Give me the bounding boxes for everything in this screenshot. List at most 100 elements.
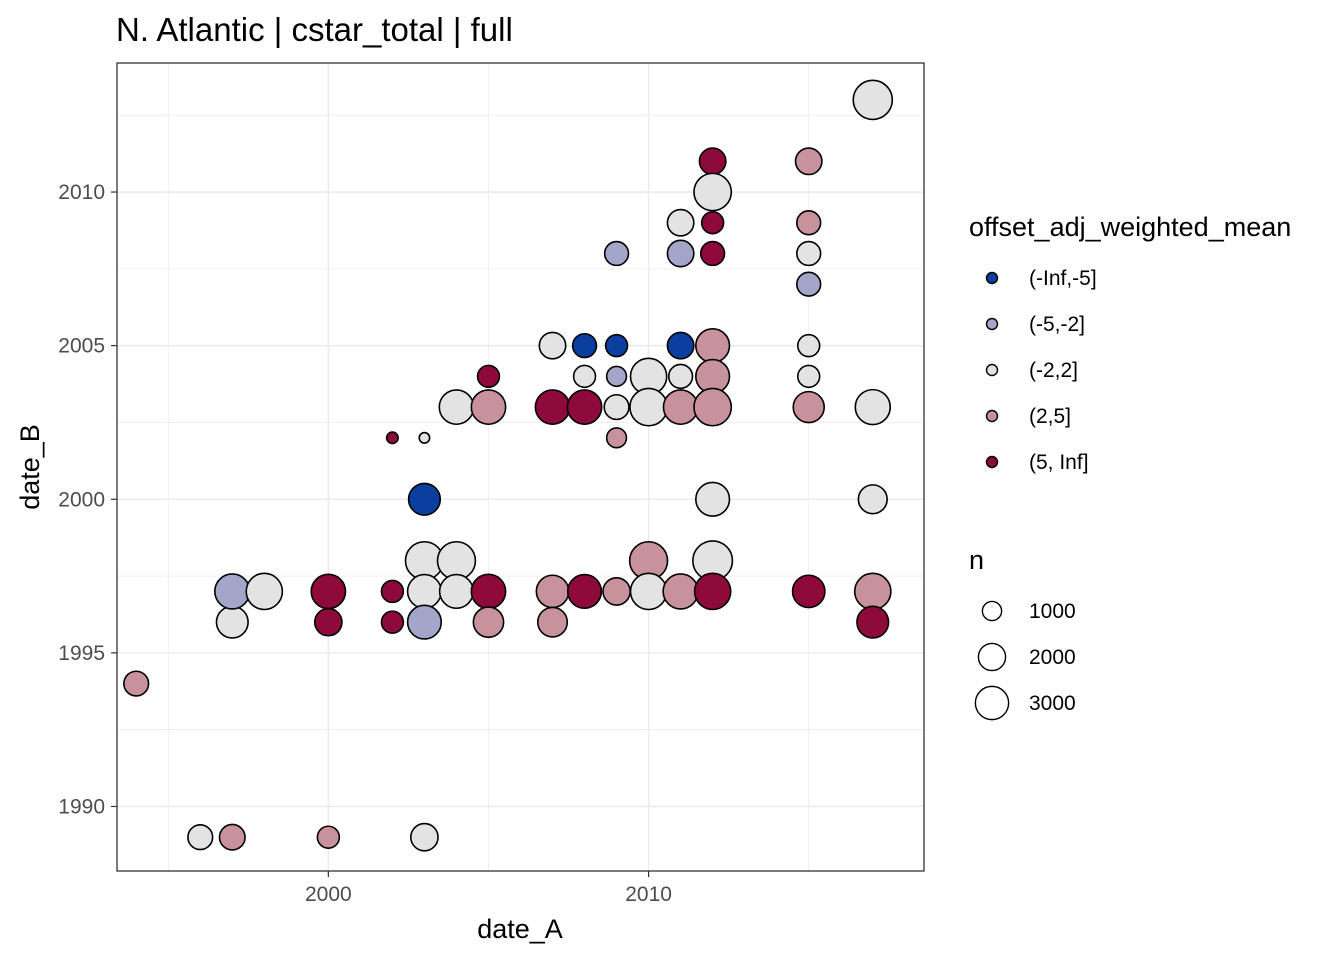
data-point: [699, 240, 726, 267]
data-point: [792, 390, 825, 424]
data-point: [796, 240, 822, 267]
size-legend-label: 2000: [1029, 646, 1076, 669]
data-point: [316, 825, 341, 849]
data-point: [603, 393, 630, 421]
data-point: [629, 572, 668, 611]
data-point: [796, 364, 821, 389]
data-point: [854, 388, 892, 426]
data-point: [662, 389, 699, 426]
data-point: [438, 573, 475, 610]
plot-panel-border: [116, 62, 925, 872]
data-point: [698, 147, 727, 176]
data-point: [535, 574, 570, 609]
data-point: [410, 822, 439, 852]
data-point: [380, 579, 405, 604]
data-point: [856, 605, 890, 639]
y-tick-label: 2000: [58, 488, 105, 511]
data-point: [418, 431, 431, 444]
data-point: [693, 387, 733, 427]
data-point: [407, 482, 442, 516]
color-legend-label: (-5,-2]: [1029, 313, 1085, 336]
data-point: [693, 172, 733, 212]
chart-title: N. Atlantic | cstar_total | full: [116, 11, 513, 48]
data-point: [666, 331, 695, 360]
data-point: [538, 331, 567, 360]
y-axis: 1990 1995 2000 2005 2010: [58, 181, 117, 818]
color-legend-key: [985, 455, 999, 469]
data-point: [605, 427, 628, 449]
major-gridlines: [117, 63, 924, 871]
data-point: [313, 607, 343, 637]
data-point: [536, 606, 569, 638]
data-point: [794, 147, 823, 176]
data-point: [695, 481, 731, 517]
data-point: [662, 573, 699, 610]
data-point: [604, 333, 629, 358]
data-point: [187, 824, 214, 851]
data-point: [218, 823, 246, 851]
y-tick-label: 2005: [58, 335, 105, 358]
data-point: [310, 573, 347, 610]
data-point: [214, 573, 251, 610]
plot-panel: [117, 63, 924, 871]
color-legend: offset_adj_weighted_mean (-Inf,-5] (-5,-2]…: [969, 212, 1291, 474]
data-point: [700, 211, 725, 235]
data-point: [603, 240, 630, 267]
x-axis-title: date_A: [477, 914, 563, 944]
data-point: [605, 365, 628, 388]
data-point: [629, 387, 669, 427]
data-point: [215, 605, 249, 639]
size-legend-title: n: [969, 545, 984, 575]
color-legend-key: [985, 271, 999, 285]
data-point: [470, 573, 507, 610]
color-legend-key: [985, 409, 999, 423]
color-legend-label: (5, Inf]: [1029, 451, 1089, 474]
y-tick-label: 1995: [58, 642, 105, 665]
size-legend-label: 1000: [1029, 600, 1076, 623]
color-legend-key: [985, 317, 999, 331]
data-points: [123, 79, 894, 852]
minor-gridlines: [117, 63, 924, 871]
size-legend-key: [981, 600, 1003, 622]
x-tick-label: 2010: [625, 883, 672, 906]
data-point: [476, 364, 501, 389]
data-point: [380, 610, 405, 634]
data-point: [566, 389, 603, 426]
data-point: [566, 573, 603, 610]
data-point: [472, 606, 505, 639]
color-legend-label: (-Inf,-5]: [1029, 267, 1097, 290]
color-legend-key: [985, 363, 999, 377]
color-legend-label: (2,5]: [1029, 405, 1071, 428]
size-legend: n 1000 2000 3000: [969, 545, 1076, 721]
data-point: [572, 364, 597, 389]
data-point: [245, 572, 284, 611]
data-point: [791, 574, 826, 609]
size-legend-key: [974, 685, 1010, 721]
data-point: [602, 577, 631, 606]
data-point: [695, 328, 731, 364]
color-legend-title: offset_adj_weighted_mean: [969, 212, 1291, 242]
data-point: [853, 572, 892, 611]
data-point: [385, 431, 399, 445]
data-point: [571, 332, 598, 359]
y-axis-title: date_B: [15, 424, 45, 510]
data-point: [667, 363, 694, 390]
data-point: [852, 79, 894, 121]
x-tick-label: 2000: [305, 883, 352, 906]
data-point: [796, 333, 821, 358]
data-point: [123, 670, 150, 697]
data-point: [796, 210, 822, 236]
data-point: [406, 604, 443, 640]
data-point: [406, 573, 443, 610]
size-legend-key: [977, 642, 1007, 672]
size-legend-label: 3000: [1029, 692, 1076, 715]
data-point: [534, 389, 571, 426]
data-point: [438, 389, 475, 426]
data-point: [796, 271, 822, 297]
data-point: [666, 239, 695, 268]
color-legend-label: (-2,2]: [1029, 359, 1078, 382]
y-tick-label: 2010: [58, 181, 105, 204]
y-tick-label: 1990: [58, 795, 105, 818]
x-axis: 2000 2010: [305, 871, 672, 906]
data-point: [857, 484, 888, 515]
